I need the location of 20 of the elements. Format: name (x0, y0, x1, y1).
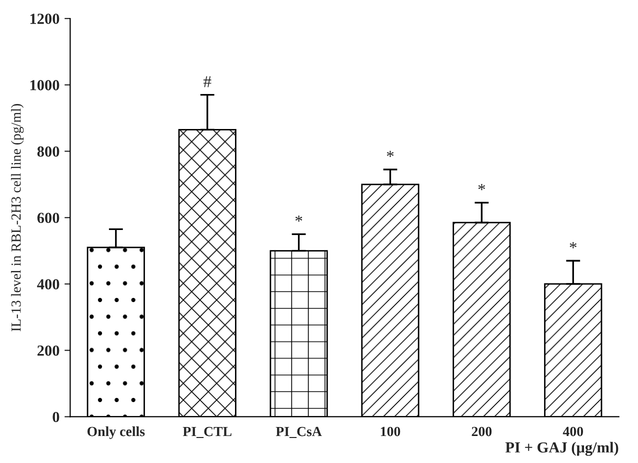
y-tick-label: 800 (37, 146, 60, 157)
x-tick-label: PI_CsA (276, 426, 322, 438)
x-tick-label: PI_CTL (182, 426, 232, 438)
annotation: # (203, 76, 212, 88)
y-tick-label: 1000 (30, 80, 60, 90)
annotation: * (478, 184, 486, 190)
annotation: * (295, 216, 302, 222)
x-axis-title: PI + GAJ (μg/ml) (505, 442, 618, 456)
annotation: * (386, 150, 394, 157)
y-tick-label: 0 (52, 412, 60, 422)
x-tick-label: Only cells (87, 426, 145, 440)
x-tick-label: 200 (472, 426, 492, 436)
y-axis-title: IL-13 level in RBL-2H3 cell line (pg/ml) (11, 104, 24, 332)
y-tick-label: 600 (37, 212, 60, 224)
x-tick-label: 100 (380, 426, 400, 436)
y-tick-label: 200 (37, 345, 60, 356)
y-tick-label: 400 (37, 279, 60, 290)
x-tick-label: 400 (562, 426, 584, 436)
y-tick-label: 1200 (30, 14, 60, 24)
annotation: * (570, 242, 577, 248)
